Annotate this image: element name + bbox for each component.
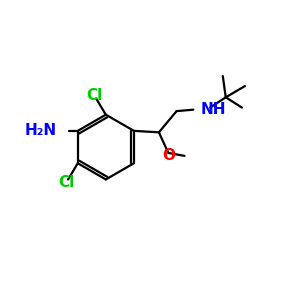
Text: H₂N: H₂N bbox=[25, 123, 57, 138]
Text: O: O bbox=[162, 148, 175, 164]
Text: NH: NH bbox=[200, 102, 226, 117]
Text: Cl: Cl bbox=[58, 175, 75, 190]
Text: Cl: Cl bbox=[86, 88, 103, 103]
